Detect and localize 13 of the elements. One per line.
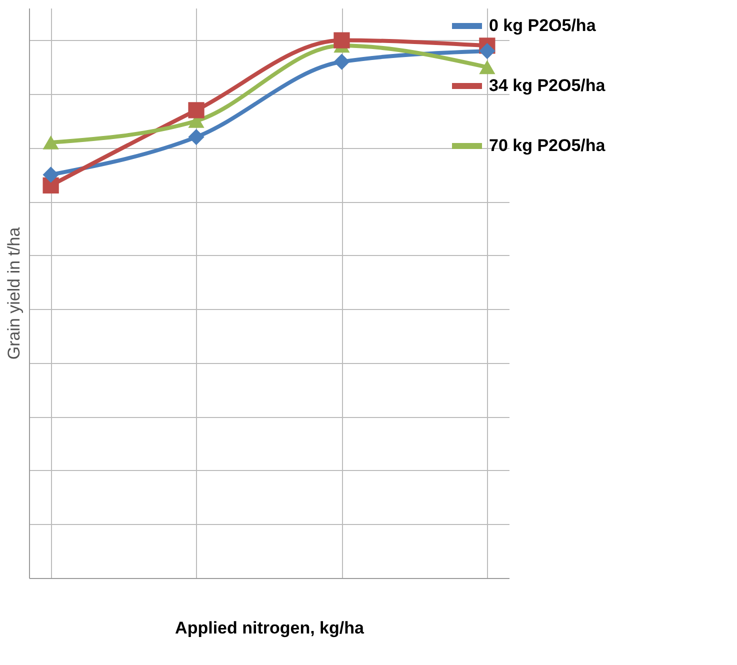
point (479, 60, 496, 74)
point (479, 42, 496, 60)
point (42, 135, 59, 150)
point (42, 166, 59, 183)
legend-label: 0 kg P2O5/ha (489, 16, 596, 35)
legend-label: 34 kg P2O5/ha (489, 76, 606, 95)
x-axis-title: Applied nitrogen, kg/ha (175, 618, 364, 638)
point (334, 54, 350, 70)
legend-label: 70 kg P2O5/ha (489, 136, 606, 155)
point (188, 128, 204, 146)
y-axis-title: Grain yield in t/ha (4, 226, 24, 360)
point (188, 102, 204, 118)
point (334, 32, 350, 48)
